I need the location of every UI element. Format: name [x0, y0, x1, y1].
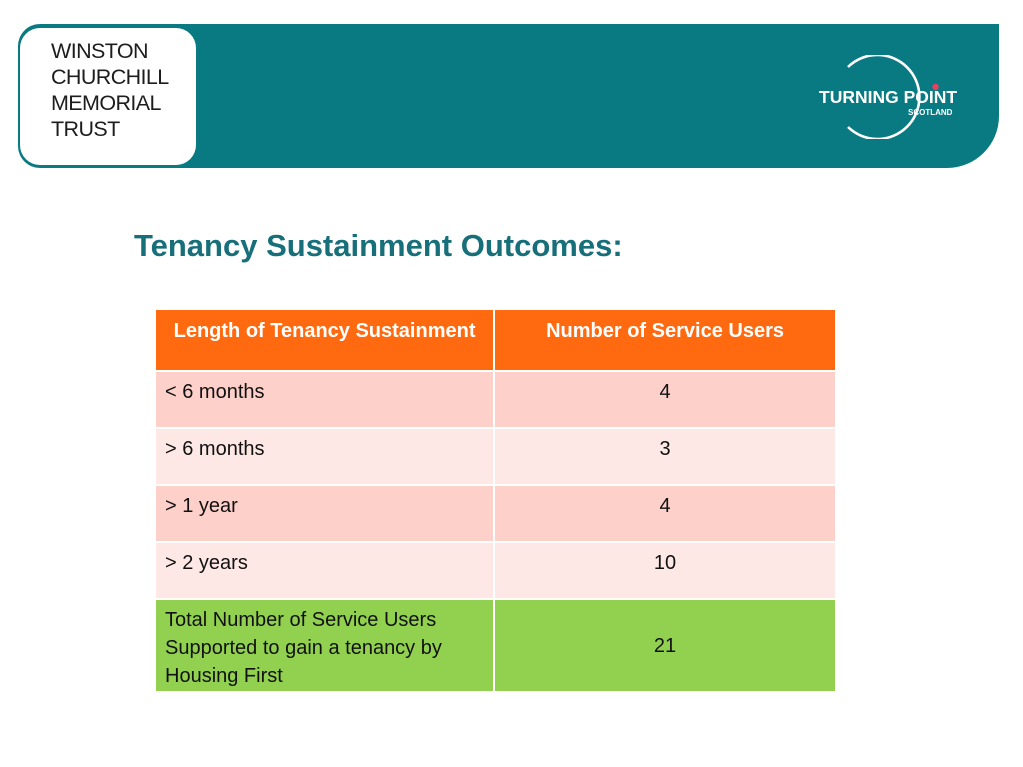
- table-row: > 6 months 3: [153, 427, 837, 486]
- logo-dot-icon: [932, 83, 939, 91]
- cell-users: 3: [493, 427, 837, 486]
- total-row: Total Number of Service Users Supported …: [153, 598, 837, 693]
- slide-title: Tenancy Sustainment Outcomes:: [134, 228, 623, 263]
- cell-period: > 6 months: [153, 427, 496, 486]
- logo-ring-icon: [847, 55, 921, 139]
- logo-line: TRUST: [51, 117, 120, 141]
- table-row: < 6 months 4: [153, 370, 837, 429]
- total-value: 21: [493, 598, 837, 693]
- column-header-users: Number of Service Users: [493, 308, 837, 372]
- winston-churchill-logo-text: WINSTON CHURCHILL MEMORIAL TRUST: [51, 38, 169, 142]
- table-header-row: Length of Tenancy Sustainment Number of …: [153, 308, 837, 372]
- total-label: Total Number of Service Users Supported …: [153, 598, 496, 693]
- cell-period: < 6 months: [153, 370, 496, 429]
- cell-period: > 2 years: [153, 541, 496, 600]
- cell-users: 4: [493, 370, 837, 429]
- turning-point-logo: TURNING POINT SCOTLAND: [819, 55, 957, 139]
- outcomes-table: Length of Tenancy Sustainment Number of …: [153, 308, 837, 693]
- table-row: > 2 years 10: [153, 541, 837, 600]
- turning-point-subname: SCOTLAND: [908, 108, 953, 117]
- logo-line: WINSTON: [51, 39, 149, 63]
- table-row: > 1 year 4: [153, 484, 837, 543]
- column-header-length: Length of Tenancy Sustainment: [153, 308, 496, 372]
- winston-churchill-logo: WINSTON CHURCHILL MEMORIAL TRUST: [20, 28, 196, 165]
- cell-users: 4: [493, 484, 837, 543]
- turning-point-name: TURNING POINT: [819, 87, 957, 107]
- logo-line: MEMORIAL: [51, 91, 161, 115]
- cell-users: 10: [493, 541, 837, 600]
- cell-period: > 1 year: [153, 484, 496, 543]
- logo-line: CHURCHILL: [51, 65, 169, 89]
